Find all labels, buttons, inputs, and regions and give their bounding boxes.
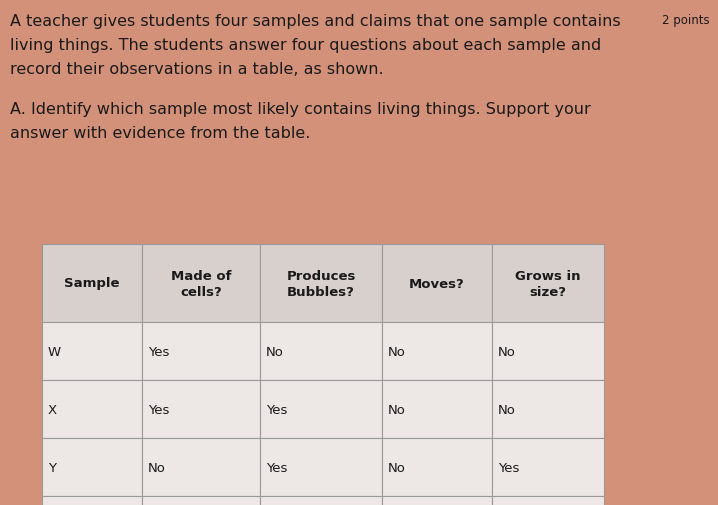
Bar [142,244,260,322]
Bar [42,438,142,496]
Text: Grows in
size?: Grows in size? [516,269,581,298]
Text: No: No [388,402,406,416]
Bar [382,438,492,496]
Text: record their observations in a table, as shown.: record their observations in a table, as… [10,62,383,77]
Bar [42,496,142,505]
Text: Moves?: Moves? [409,277,465,290]
Bar [42,380,142,438]
Bar [42,322,142,380]
Bar [142,496,260,505]
Text: X: X [48,402,57,416]
Bar [492,322,604,380]
Bar [142,438,260,496]
Text: Y: Y [48,461,56,474]
Bar [260,438,382,496]
Text: Yes: Yes [148,402,169,416]
Bar [382,380,492,438]
Text: No: No [498,402,516,416]
Bar [260,380,382,438]
Bar [260,322,382,380]
Text: Produces
Bubbles?: Produces Bubbles? [286,269,355,298]
Text: No: No [498,345,516,358]
Text: Yes: Yes [148,345,169,358]
Text: answer with evidence from the table.: answer with evidence from the table. [10,126,310,141]
Text: A teacher gives students four samples and claims that one sample contains: A teacher gives students four samples an… [10,14,620,29]
Bar [142,322,260,380]
Text: Yes: Yes [266,461,287,474]
Bar [142,380,260,438]
Bar [260,244,382,322]
Text: Yes: Yes [498,461,519,474]
Bar [260,496,382,505]
Text: No: No [266,345,284,358]
Bar [42,244,142,322]
Text: No: No [388,345,406,358]
Text: W: W [48,345,61,358]
Bar [382,322,492,380]
Text: Sample: Sample [64,277,120,290]
Bar [492,244,604,322]
Text: No: No [388,461,406,474]
Bar [492,496,604,505]
Text: A. Identify which sample most likely contains living things. Support your: A. Identify which sample most likely con… [10,102,591,117]
Text: 2 points: 2 points [663,14,710,27]
Text: Yes: Yes [266,402,287,416]
Text: living things. The students answer four questions about each sample and: living things. The students answer four … [10,38,601,53]
Text: Made of
cells?: Made of cells? [171,269,231,298]
Bar [492,380,604,438]
Bar [382,496,492,505]
Text: No: No [148,461,166,474]
Bar [382,244,492,322]
Bar [492,438,604,496]
